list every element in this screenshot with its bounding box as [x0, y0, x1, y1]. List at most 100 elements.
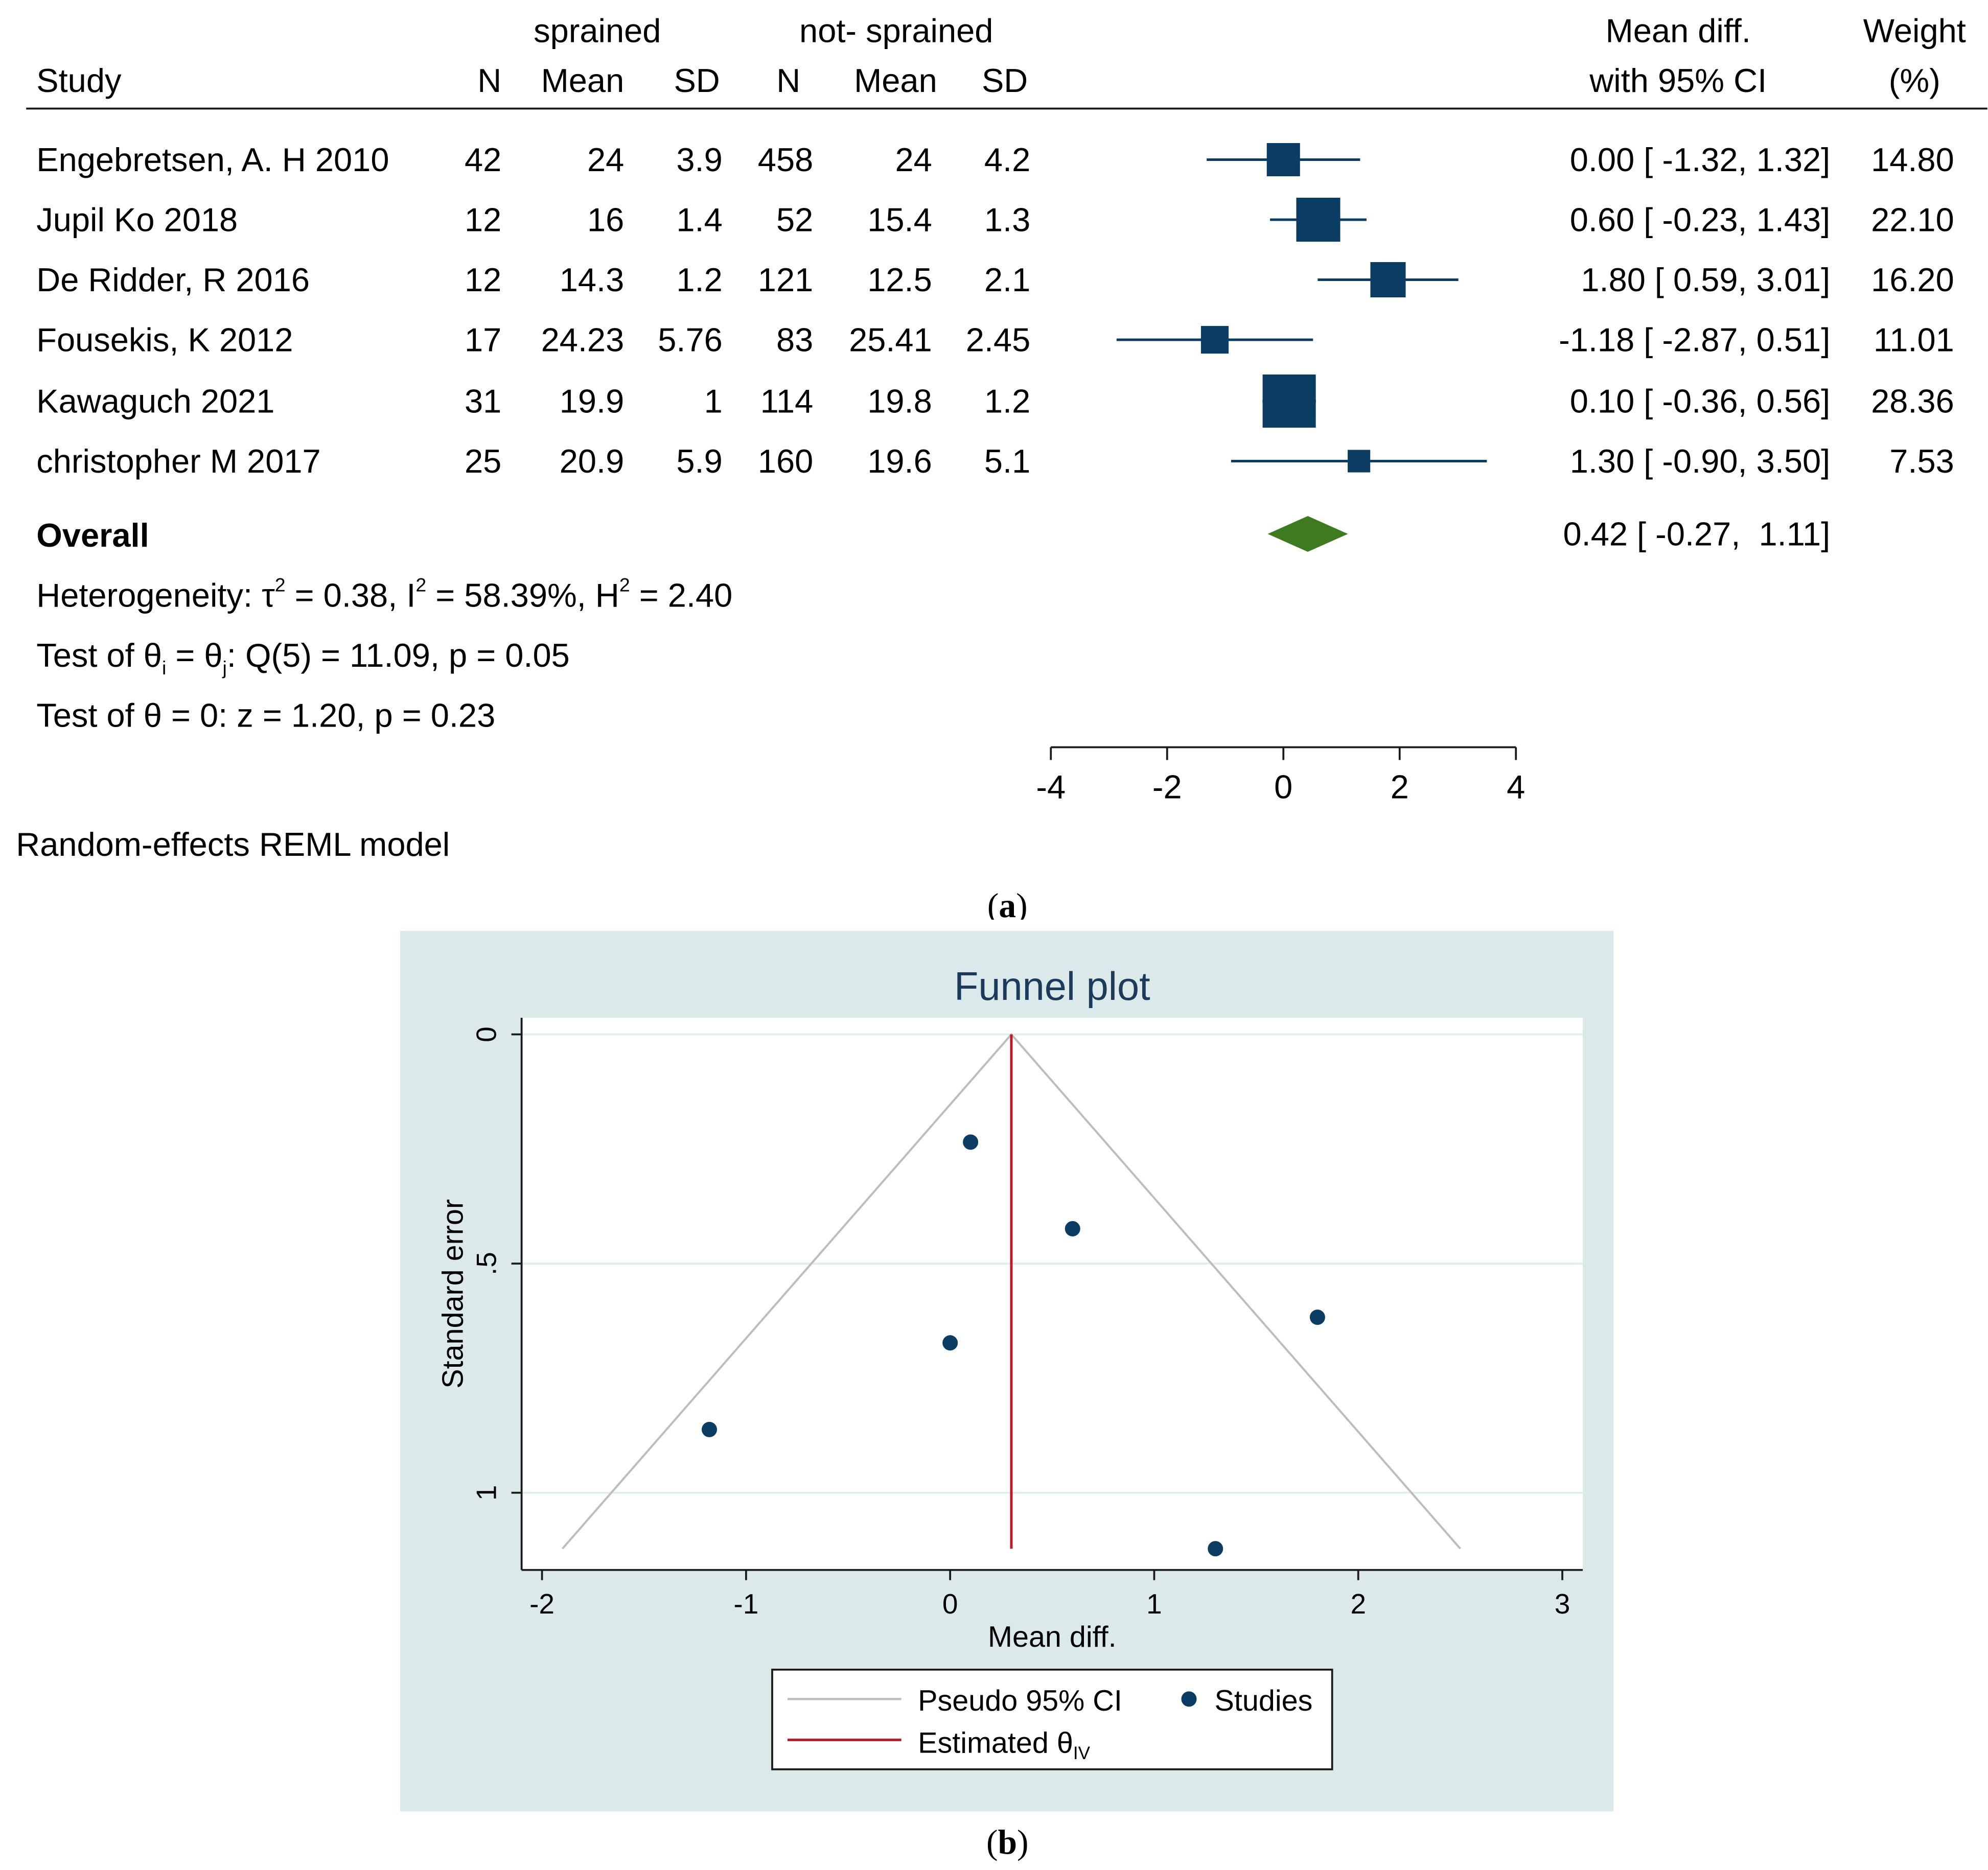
mean1-header: Mean — [541, 62, 625, 99]
funnel-y-tick-label: 0 — [471, 1026, 502, 1042]
legend-studies: Studies — [1215, 1685, 1313, 1717]
study-name: Jupil Ko 2018 — [36, 201, 238, 239]
forest-tick-label: -4 — [1036, 768, 1066, 806]
study-mean2: 25.41 — [849, 321, 932, 359]
study-weight: 28.36 — [1871, 383, 1954, 420]
study-header: Study — [36, 62, 122, 99]
study-n2: 52 — [776, 201, 813, 239]
funnel-y-tick-label: 1 — [471, 1485, 502, 1501]
study-name: Fousekis, K 2012 — [36, 321, 293, 359]
study-n2: 160 — [758, 442, 813, 480]
study-sd2: 1.2 — [984, 383, 1030, 420]
funnel-x-tick-label: 3 — [1555, 1588, 1570, 1620]
study-sd1: 5.76 — [658, 321, 723, 359]
funnel-legend — [771, 1668, 1333, 1770]
study-mean1: 14.3 — [560, 261, 625, 298]
overall-diamond — [1267, 516, 1348, 552]
panel-label-a: (a) — [987, 886, 1028, 920]
study-name: Kawaguch 2021 — [36, 383, 274, 420]
study-n1: 31 — [465, 383, 501, 420]
funnel-point — [1065, 1221, 1080, 1236]
study-n1: 42 — [465, 141, 501, 178]
study-ci-text: 0.00 [ -1.32, 1.32] — [1570, 141, 1831, 178]
study-weight: 11.01 — [1874, 321, 1954, 359]
funnel-x-tick-label: 2 — [1350, 1588, 1366, 1620]
study-weight: 14.80 — [1871, 141, 1954, 178]
legend-studies-swatch — [1181, 1691, 1197, 1707]
study-mean2: 15.4 — [867, 201, 932, 239]
funnel-point — [1309, 1310, 1325, 1325]
funnel-title: Funnel plot — [954, 965, 1150, 1009]
funnel-ylabel: Standard error — [437, 1199, 470, 1389]
study-n2: 458 — [758, 141, 813, 178]
funnel-gridlines — [521, 1033, 1583, 1494]
overall-label: Overall — [36, 517, 149, 554]
study-name: christopher M 2017 — [36, 442, 320, 480]
study-marker — [1296, 197, 1340, 242]
study-sd1: 1.4 — [676, 201, 722, 239]
study-marker — [1266, 143, 1300, 177]
study-mean1: 24.23 — [541, 321, 625, 359]
study-n1: 12 — [465, 201, 501, 239]
study-marker — [1200, 325, 1229, 354]
study-sd1: 1.2 — [676, 261, 722, 298]
forest-x-axis: -4 -2 0 2 4 — [1036, 746, 1525, 806]
funnel-xlabel: Mean diff. — [988, 1621, 1117, 1653]
legend-pseudo-ci: Pseudo 95% CI — [918, 1685, 1122, 1717]
model-note: Random-effects REML model — [16, 826, 450, 863]
forest-tick-label: 4 — [1507, 768, 1525, 806]
study-rows: Engebretsen, A. H 2010 42 24 3.9 458 24 4.2 0.0… — [36, 141, 1954, 480]
study-mean2: 24 — [895, 141, 932, 178]
study-mean2: 19.8 — [867, 383, 932, 420]
study-sd2: 2.45 — [966, 321, 1031, 359]
study-weight: 22.10 — [1871, 201, 1954, 239]
study-mean2: 19.6 — [867, 442, 932, 480]
forest-tick-label: 0 — [1274, 768, 1292, 806]
sd1-header: SD — [674, 62, 720, 99]
panel-label-b: (b) — [986, 1823, 1029, 1861]
study-name: Engebretsen, A. H 2010 — [36, 141, 389, 178]
study-sd1: 5.9 — [676, 442, 722, 480]
study-sd2: 5.1 — [984, 442, 1030, 480]
forest-tick-label: 2 — [1391, 768, 1409, 806]
study-mean1: 19.9 — [560, 383, 625, 420]
funnel-point — [963, 1134, 979, 1150]
effect-header-1: Mean diff. — [1606, 12, 1751, 50]
study-ci-text: 1.80 [ 0.59, 3.01] — [1581, 261, 1830, 298]
n2-header: N — [776, 62, 800, 99]
study-mean2: 12.5 — [867, 261, 932, 298]
funnel-plot: Funnel plot -2 -1 0 1 2 3 0.51 Mean diff. Sta… — [400, 930, 1614, 1861]
weight-header-1: Weight — [1863, 12, 1966, 50]
funnel-point — [1208, 1541, 1223, 1557]
study-weight: 7.53 — [1889, 442, 1954, 480]
test-q-text: Test of θi = θj: Q(5) = 11.09, p = 0.05 — [36, 637, 570, 679]
study-n1: 17 — [465, 321, 501, 359]
funnel-x-ticks: -2 -1 0 1 2 3 — [529, 1570, 1570, 1620]
study-n2: 121 — [758, 261, 813, 298]
study-sd2: 1.3 — [984, 201, 1030, 239]
study-n1: 25 — [465, 442, 501, 480]
funnel-point — [942, 1335, 958, 1351]
study-sd1: 1 — [704, 383, 723, 420]
legend-estimate: Estimated θIV — [918, 1726, 1090, 1763]
study-sd2: 2.1 — [984, 261, 1030, 298]
study-ci-text: 0.10 [ -0.36, 0.56] — [1570, 383, 1831, 420]
weight-header-2: (%) — [1889, 62, 1940, 99]
funnel-y-ticks: 0.51 — [471, 1026, 522, 1501]
funnel-x-tick-label: 1 — [1146, 1588, 1162, 1620]
effect-header-2: with 95% CI — [1589, 62, 1767, 99]
forest-plot: sprained not- sprained Mean diff. Weight… — [16, 12, 1987, 920]
funnel-x-tick-label: -1 — [733, 1588, 758, 1620]
study-mean1: 24 — [587, 141, 624, 178]
study-marker — [1262, 374, 1316, 428]
study-n2: 114 — [760, 383, 814, 420]
funnel-plot-area — [521, 1018, 1583, 1570]
group-label-sprained: sprained — [534, 12, 661, 50]
study-n1: 12 — [465, 261, 501, 298]
funnel-x-tick-label: -2 — [529, 1588, 554, 1620]
sd2-header: SD — [982, 62, 1028, 99]
mean2-header: Mean — [854, 62, 937, 99]
study-sd1: 3.9 — [676, 141, 722, 178]
n1-header: N — [477, 62, 501, 99]
funnel-y-tick-label: .5 — [471, 1252, 502, 1275]
